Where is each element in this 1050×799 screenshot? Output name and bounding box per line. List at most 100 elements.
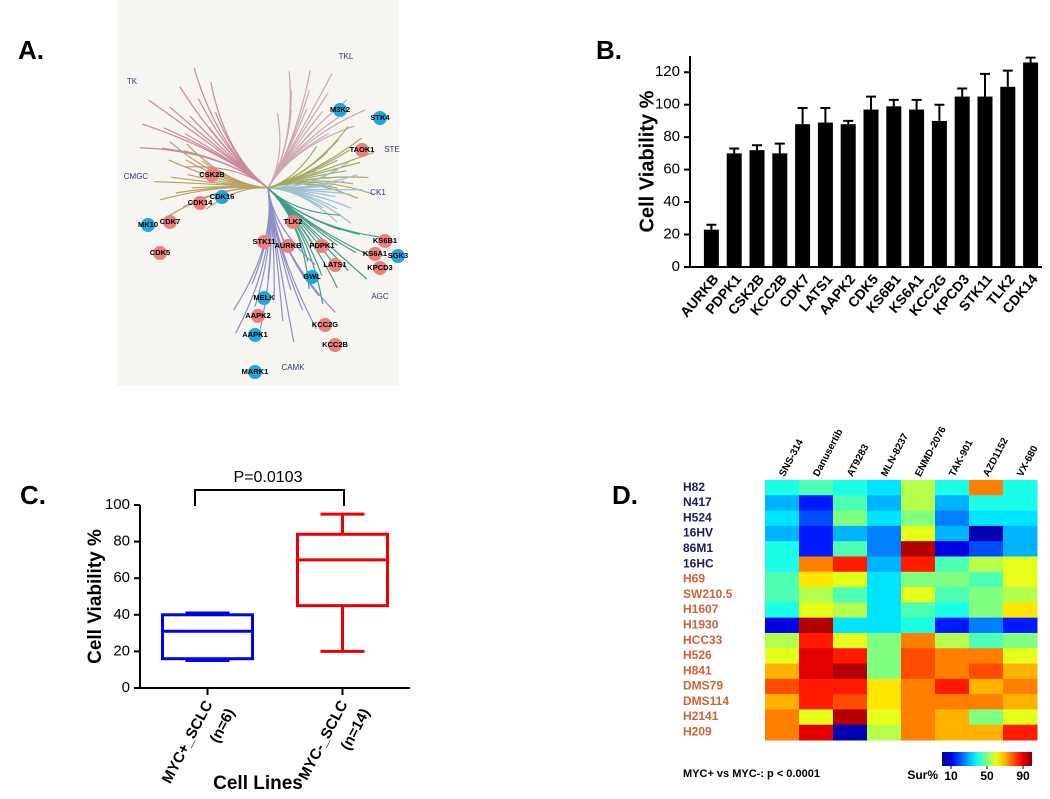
column-label: VX-680 <box>1015 444 1041 479</box>
heatmap-cell <box>867 694 902 710</box>
heatmap-cell <box>765 541 800 557</box>
kinase-dot <box>248 328 262 342</box>
error-bar <box>774 142 785 154</box>
heatmap-cell <box>867 587 902 603</box>
heatmap-cell <box>935 617 970 634</box>
heatmap-cell <box>867 678 902 695</box>
kinase-label: AAPK2 <box>245 311 270 320</box>
kinase-label: LATS1 <box>323 260 346 269</box>
x-axis-label: Cell Lines <box>213 773 303 794</box>
heatmap-cell <box>1003 480 1038 496</box>
panel-label: D. <box>612 480 638 510</box>
panel-label: B. <box>596 35 622 65</box>
row-label: H524 <box>683 510 712 524</box>
error-bar <box>729 147 740 154</box>
axis-line <box>139 505 410 689</box>
heatmap-cell <box>833 587 868 603</box>
heatmap-cell <box>867 724 902 741</box>
heatmap-cell <box>867 541 902 557</box>
heatmap-cell <box>901 495 936 512</box>
heatmap-cell <box>833 556 868 573</box>
kinase-dot <box>378 234 392 248</box>
kinase-dot <box>257 291 271 305</box>
heatmap-cell <box>833 541 868 557</box>
x-tick-label: MYC+_SCLC <box>159 698 217 787</box>
colorbar <box>942 752 1032 766</box>
column-label: TAK-901 <box>947 438 976 479</box>
kinase-label: SGK3 <box>388 251 408 260</box>
heatmap-cell <box>935 587 970 603</box>
heatmap-cell <box>969 495 1004 512</box>
heatmap-cell <box>867 556 902 573</box>
kinase-label: CSK2B <box>199 170 225 179</box>
y-axis-label: Cell Viability % <box>636 90 658 232</box>
heatmap-cell <box>1003 617 1038 634</box>
y-tick-label: 120 <box>655 63 680 80</box>
heatmap-cell <box>1003 648 1038 665</box>
bar <box>749 150 765 267</box>
kinase-label: M3K2 <box>330 105 350 114</box>
box <box>161 613 254 661</box>
heatmap-cell <box>935 663 970 680</box>
heatmap-cell <box>1003 632 1038 649</box>
error-bar <box>820 106 831 123</box>
heatmap-cell <box>901 663 936 680</box>
heatmap-cell <box>1003 663 1038 680</box>
row-label: DMS114 <box>683 694 729 708</box>
heatmap-cell <box>765 724 800 741</box>
heatmap-cell <box>799 724 834 741</box>
kinase-label: KCC2G <box>312 320 338 329</box>
error-bar <box>911 98 922 110</box>
bar <box>817 122 833 268</box>
heatmap-cell <box>935 724 970 741</box>
heatmap-cell <box>935 556 970 573</box>
heatmap-cell <box>901 602 936 619</box>
column-label: AZD1152 <box>981 436 1011 479</box>
error-bar <box>752 144 762 151</box>
row-label: H82 <box>683 480 705 494</box>
bar <box>703 229 719 267</box>
error-bar <box>797 106 808 125</box>
heatmap-cell <box>969 602 1004 619</box>
heatmap-cell <box>833 724 868 741</box>
group-label: TK <box>127 77 138 86</box>
y-tick-label: 20 <box>663 226 680 243</box>
kinase-label: KCC2B <box>322 340 348 349</box>
kinase-label: KS6B1 <box>373 236 397 245</box>
bar <box>726 153 742 267</box>
heatmap-cell <box>901 556 936 573</box>
bar <box>886 106 902 267</box>
heatmap-cell <box>1003 556 1038 573</box>
heatmap-cell <box>969 587 1004 603</box>
heatmap-cell <box>765 556 800 573</box>
heatmap-cell <box>1003 678 1038 695</box>
kinase-label: CDK7 <box>160 217 180 226</box>
heatmap-cell <box>969 480 1004 496</box>
column-label: SNS-314 <box>777 437 806 478</box>
heatmap-cell <box>901 617 936 634</box>
heatmap-cell <box>765 694 800 710</box>
whisker <box>320 512 365 535</box>
row-label: SW210.5 <box>683 587 733 601</box>
whisker <box>185 658 230 663</box>
heatmap-cell <box>1003 571 1038 588</box>
heatmap-cell <box>935 480 970 496</box>
column-label: AT9283 <box>845 442 871 478</box>
heatmap-cell <box>799 709 834 726</box>
heatmap-cell <box>867 480 902 496</box>
tree-branch <box>267 125 355 189</box>
heatmap-cell <box>833 480 868 496</box>
kinase-dot <box>257 235 271 249</box>
heatmap-cell <box>833 663 868 680</box>
heatmap-cell <box>1003 694 1038 710</box>
row-label: H1930 <box>683 617 719 631</box>
kinase-label: STK11 <box>253 237 276 246</box>
heatmap-cell <box>935 632 970 649</box>
heatmap-cell <box>1003 709 1038 726</box>
heatmap-cell <box>935 678 970 695</box>
kinase-dot <box>215 190 229 204</box>
heatmap-cell <box>799 602 834 619</box>
colorbar-tick-label: 90 <box>1016 769 1030 783</box>
heatmap-cell <box>867 632 902 649</box>
row-label: H2141 <box>683 709 719 723</box>
